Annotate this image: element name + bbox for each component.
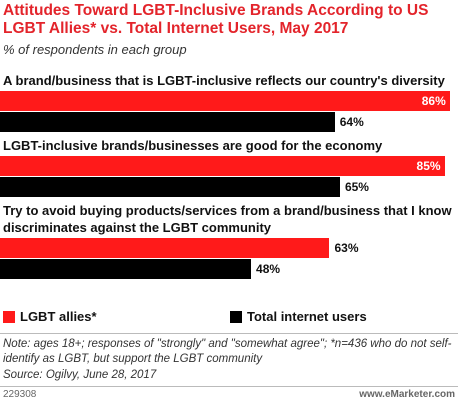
legend-label: LGBT allies* xyxy=(20,309,97,324)
legend-swatch xyxy=(3,311,15,323)
bar-row: 64% xyxy=(0,112,458,132)
bar-row: 65% xyxy=(0,177,458,197)
value-label: 64% xyxy=(339,115,364,129)
bar xyxy=(0,259,252,279)
bar-group: LGBT-inclusive brands/businesses are goo… xyxy=(0,137,458,197)
bar-groups: A brand/business that is LGBT-inclusive … xyxy=(0,72,458,284)
value-label: 63% xyxy=(334,241,359,255)
category-label: Try to avoid buying products/services fr… xyxy=(3,203,452,235)
value-label: 65% xyxy=(344,180,369,194)
bar xyxy=(0,91,450,111)
divider xyxy=(0,333,458,334)
source: Source: Ogilvy, June 28, 2017 xyxy=(3,369,157,381)
legend-swatch xyxy=(230,311,242,323)
value-label: 86% xyxy=(421,94,446,108)
legend: LGBT allies* Total internet users xyxy=(0,308,458,326)
bar-row: 86% xyxy=(0,91,458,111)
divider xyxy=(0,386,458,387)
value-label: 48% xyxy=(256,262,281,276)
chart-id: 229308 xyxy=(3,389,37,400)
chart-subtitle: % of respondents in each group xyxy=(3,42,187,57)
category-label: LGBT-inclusive brands/businesses are goo… xyxy=(3,138,383,153)
value-label: 85% xyxy=(416,159,441,173)
bar xyxy=(0,177,340,197)
site: www.eMarketer.com xyxy=(359,389,455,400)
bar-group: A brand/business that is LGBT-inclusive … xyxy=(0,72,458,132)
bar xyxy=(0,238,330,258)
bar xyxy=(0,112,335,132)
bar xyxy=(0,156,445,176)
chart-title: Attitudes Toward LGBT-Inclusive Brands A… xyxy=(3,2,429,37)
category-label: A brand/business that is LGBT-inclusive … xyxy=(3,73,445,88)
bar-row: 63% xyxy=(0,238,458,258)
bar-group: Try to avoid buying products/services fr… xyxy=(0,202,458,279)
legend-label: Total internet users xyxy=(247,309,367,324)
bar-row: 48% xyxy=(0,259,458,279)
bar-row: 85% xyxy=(0,156,458,176)
note: Note: ages 18+; responses of "strongly" … xyxy=(3,338,452,365)
